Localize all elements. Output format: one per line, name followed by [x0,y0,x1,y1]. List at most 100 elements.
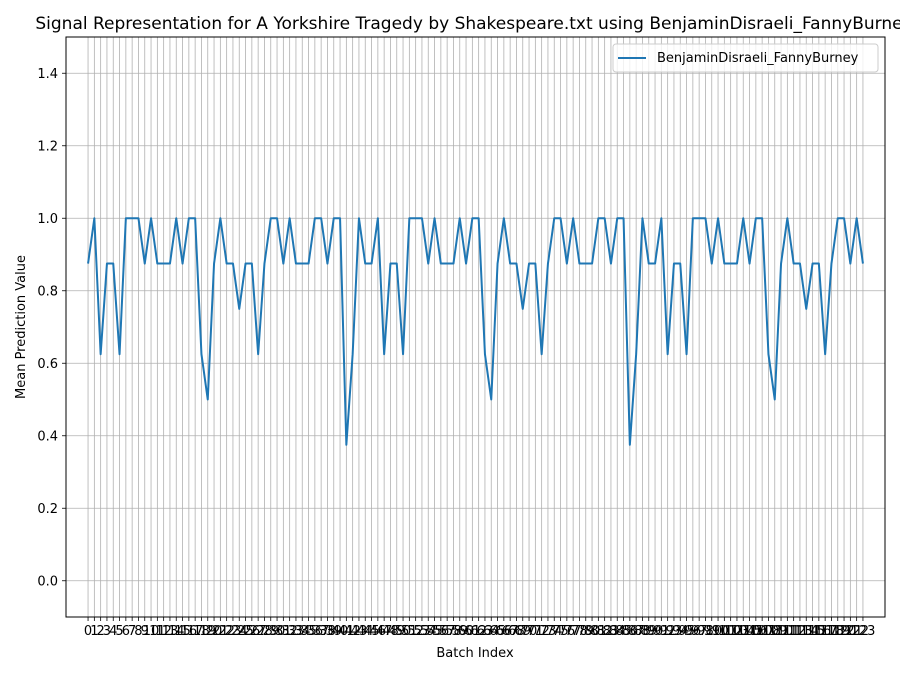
x-tick-label: 47 [376,624,393,639]
x-tick-label: 28 [256,624,273,639]
x-tick-label: 62 [470,624,487,639]
x-tick-label: 1 [90,624,98,639]
x-tick-label: 97 [691,624,708,639]
chart-title: Signal Representation for A Yorkshire Tr… [35,14,900,34]
x-tick-label: 23 [225,624,242,639]
x-tick-label: 111 [775,624,800,639]
x-tick-label: 70 [521,624,538,639]
x-tick-label: 45 [363,624,380,639]
x-tick-label: 20 [206,624,223,639]
x-tick-label: 5 [115,624,123,639]
x-tick-label: 65 [489,624,506,639]
x-tick-label: 16 [181,624,198,639]
x-tick-label: 89 [640,624,657,639]
x-tick-label: 59 [451,624,468,639]
x-axis-ticks: 0123456789101112131415161718192021222324… [84,617,875,639]
x-tick-label: 107 [750,624,775,639]
x-tick-label: 25 [237,624,254,639]
x-tick-label: 83 [603,624,620,639]
x-tick-label: 92 [659,624,676,639]
y-tick-label: 0.2 [37,502,58,517]
y-tick-label: 0.8 [37,284,58,299]
x-tick-label: 123 [851,624,876,639]
y-axis-title: Mean Prediction Value [14,255,29,399]
x-tick-label: 81 [590,624,607,639]
x-tick-label: 12 [155,624,172,639]
x-tick-label: 91 [653,624,670,639]
x-tick-label: 11 [149,624,166,639]
x-gridlines [87,37,864,617]
y-tick-label: 1.2 [37,139,58,154]
x-tick-label: 19 [199,624,216,639]
x-tick-label: 21 [212,624,229,639]
x-tick-label: 33 [288,624,305,639]
x-tick-label: 44 [357,624,374,639]
x-tick-label: 14 [168,624,185,639]
x-tick-label: 10 [143,624,160,639]
x-tick-label: 104 [731,624,756,639]
x-tick-label: 121 [838,624,863,639]
x-tick-label: 42 [344,624,361,639]
x-tick-label: 40 [332,624,349,639]
x-tick-label: 9 [141,624,149,639]
x-tick-label: 115 [800,624,825,639]
x-tick-label: 13 [162,624,179,639]
x-tick-label: 51 [401,624,418,639]
x-tick-label: 82 [596,624,613,639]
series-line [87,217,864,446]
x-tick-label: 77 [565,624,582,639]
x-tick-label: 53 [414,624,431,639]
x-tick-label: 103 [725,624,750,639]
x-tick-label: 105 [737,624,762,639]
x-tick-label: 102 [718,624,743,639]
x-tick-label: 108 [756,624,781,639]
x-tick-label: 88 [634,624,651,639]
x-tick-label: 76 [559,624,576,639]
x-tick-label: 41 [338,624,355,639]
y-tick-label: 1.4 [37,67,58,82]
x-tick-label: 79 [577,624,594,639]
x-tick-label: 94 [672,624,689,639]
x-tick-label: 52 [407,624,424,639]
x-tick-label: 69 [514,624,531,639]
x-tick-label: 7 [128,624,136,639]
x-tick-label: 63 [477,624,494,639]
x-tick-label: 49 [388,624,405,639]
x-tick-label: 39 [325,624,342,639]
x-tick-label: 99 [703,624,720,639]
x-tick-label: 38 [319,624,336,639]
x-tick-label: 106 [743,624,768,639]
y-tick-label: 0.4 [37,429,58,444]
legend-label: BenjaminDisraeli_FannyBurney [657,51,859,66]
x-tick-label: 73 [540,624,557,639]
x-tick-label: 86 [622,624,639,639]
x-tick-label: 50 [395,624,412,639]
x-tick-label: 95 [678,624,695,639]
x-axis-title: Batch Index [436,646,514,661]
x-tick-label: 61 [464,624,481,639]
x-tick-label: 37 [313,624,330,639]
x-tick-label: 113 [788,624,813,639]
x-tick-label: 118 [819,624,844,639]
x-tick-label: 74 [546,624,563,639]
x-tick-label: 100 [706,624,731,639]
x-tick-label: 55 [426,624,443,639]
x-tick-label: 87 [628,624,645,639]
x-tick-label: 48 [382,624,399,639]
x-tick-label: 75 [552,624,569,639]
y-tick-label: 0.0 [37,574,58,589]
y-tick-label: 0.6 [37,357,58,372]
x-tick-label: 8 [134,624,142,639]
x-tick-label: 112 [781,624,806,639]
x-tick-label: 72 [533,624,550,639]
legend: BenjaminDisraeli_FannyBurney [612,43,879,73]
x-tick-label: 0 [84,624,92,639]
x-tick-label: 90 [647,624,664,639]
x-tick-label: 6 [122,624,130,639]
x-tick-label: 98 [697,624,714,639]
x-tick-label: 110 [769,624,794,639]
x-tick-label: 119 [825,624,850,639]
x-tick-label: 56 [433,624,450,639]
